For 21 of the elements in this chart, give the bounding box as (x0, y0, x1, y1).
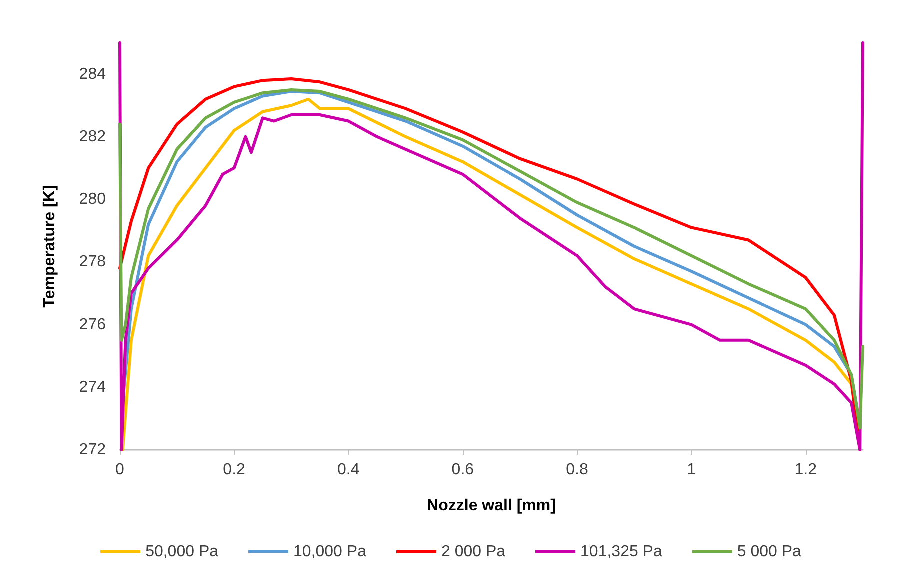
legend-label: 101,325 Pa (580, 544, 662, 560)
legend-label: 2 000 Pa (441, 544, 506, 560)
y-tick-label: 274 (79, 378, 106, 396)
x-tick-label: 0 (116, 462, 125, 478)
legend-label: 50,000 Pa (146, 544, 219, 560)
y-tick-label: 284 (79, 66, 106, 83)
x-tick-label: 1 (687, 462, 696, 478)
legend-label: 10,000 Pa (294, 544, 367, 560)
y-axis-title: Temperature [K] (42, 185, 58, 308)
x-axis-title: Nozzle wall [mm] (427, 498, 556, 514)
y-tick-label: 282 (79, 128, 106, 146)
x-tick-label: 0.2 (223, 462, 246, 478)
x-tick-label: 0.6 (452, 462, 474, 478)
y-tick-label: 278 (79, 254, 106, 271)
y-tick-label: 280 (79, 191, 106, 208)
x-tick-label: 0.4 (337, 462, 360, 478)
x-tick-label: 1.2 (794, 462, 818, 478)
y-tick-label: 272 (79, 442, 106, 458)
y-tick-label: 276 (79, 316, 106, 334)
legend-label: 5 000 Pa (737, 544, 802, 560)
x-tick-label: 0.8 (566, 462, 588, 478)
